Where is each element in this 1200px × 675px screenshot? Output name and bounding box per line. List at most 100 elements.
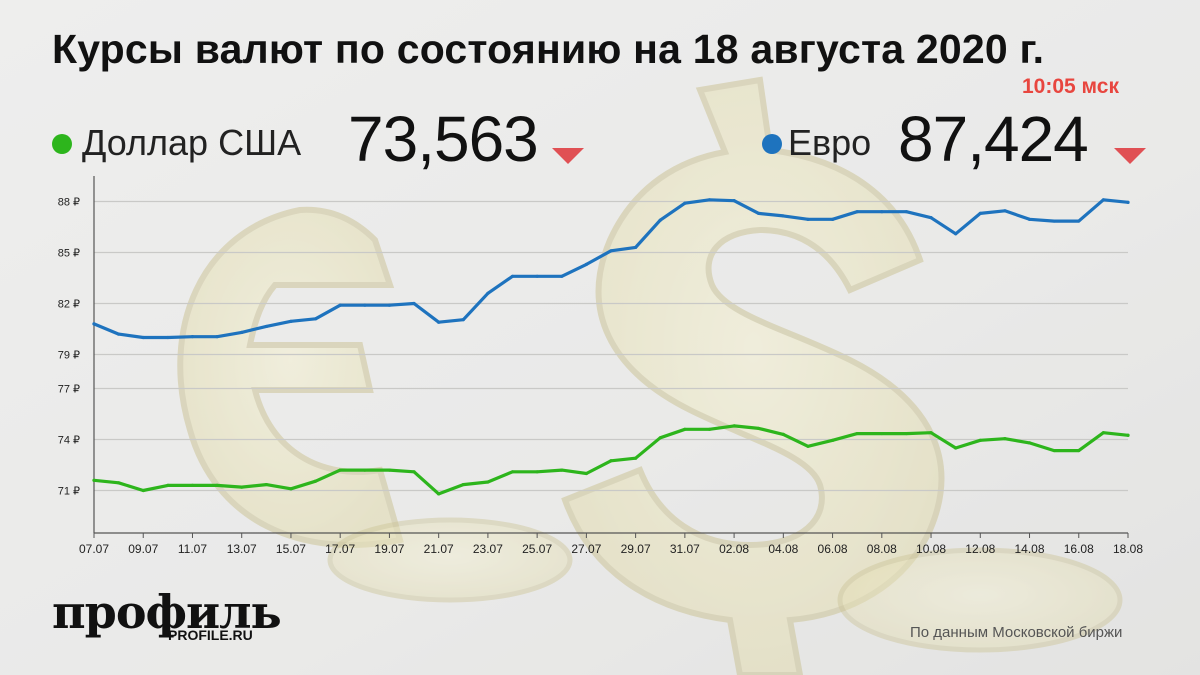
eur-data-point (387, 303, 392, 307)
x-tick-label: 29.07 (621, 542, 651, 556)
eur-data-point (92, 322, 96, 326)
usd-data-point (338, 468, 342, 472)
eur-data-point (363, 303, 367, 307)
eur-data-point (658, 218, 662, 222)
legend-item-eur: Евро 87,424 (762, 102, 1162, 182)
eur-data-point (584, 262, 588, 266)
page-title: Курсы валют по состоянию на 18 августа 2… (52, 26, 1045, 72)
data-source-note: По данным Московской биржи (910, 624, 1123, 641)
usd-data-point (437, 492, 441, 496)
coin-decoration (327, 517, 1123, 653)
usd-data-point (904, 431, 909, 436)
x-tick-label: 13.07 (227, 542, 257, 556)
usd-down-arrow-icon (552, 148, 584, 164)
y-tick-label: 82 ₽ (58, 299, 80, 311)
x-tick-label: 17.07 (325, 542, 355, 556)
x-tick-label: 10.08 (916, 542, 946, 556)
usd-data-point (1101, 431, 1105, 435)
x-tick-label: 06.08 (818, 542, 848, 556)
eur-data-point (929, 216, 933, 220)
x-tick-label: 31.07 (670, 542, 700, 556)
dollar-symbol-decoration (561, 76, 945, 675)
x-tick-label: 11.07 (178, 542, 207, 556)
usd-data-point (510, 470, 515, 474)
usd-data-point (1052, 448, 1056, 453)
usd-data-point (313, 479, 318, 483)
eur-data-point (412, 301, 416, 306)
eur-data-point (313, 317, 318, 321)
eur-data-point (1052, 219, 1056, 223)
eur-data-point (215, 335, 219, 339)
usd-legend-label: Доллар США (82, 122, 302, 163)
usd-data-point (806, 444, 810, 448)
eur-data-point (978, 211, 982, 215)
eur-data-point (166, 335, 170, 340)
usd-data-point (683, 427, 687, 431)
eur-series-line (92, 198, 1130, 340)
eur-data-point (880, 210, 884, 214)
eur-data-point (1101, 198, 1105, 202)
eur-data-point (1027, 217, 1032, 221)
usd-data-point (978, 438, 982, 442)
usd-data-point (1126, 433, 1130, 437)
eur-data-point (264, 324, 268, 329)
profile-logo-url: PROFILE.RU (168, 627, 253, 643)
eur-data-point (461, 318, 465, 322)
usd-data-point (190, 483, 195, 487)
x-tick-label: 14.08 (1015, 542, 1045, 556)
eur-data-point (510, 274, 515, 278)
eur-data-point (683, 201, 687, 205)
usd-data-point (855, 431, 859, 436)
x-tick-label: 07.07 (79, 542, 109, 556)
usd-data-point (166, 483, 170, 487)
usd-data-point (363, 468, 367, 472)
eur-data-point (141, 335, 145, 340)
usd-data-point (264, 482, 268, 487)
eur-data-point (732, 199, 736, 203)
usd-data-point (658, 436, 662, 440)
eur-data-point (486, 291, 490, 295)
x-tick-label: 18.08 (1113, 542, 1143, 556)
eur-data-point (806, 217, 810, 221)
usd-data-point (387, 468, 392, 472)
usd-data-point (486, 480, 490, 484)
y-tick-label: 85 ₽ (58, 248, 80, 260)
eur-data-point (757, 211, 761, 215)
eur-data-point (117, 332, 121, 336)
usd-data-point (757, 426, 761, 431)
eur-data-point (289, 319, 293, 323)
eur-legend-label: Евро (788, 122, 872, 163)
x-tick-label: 15.07 (276, 542, 306, 556)
eur-data-point (338, 303, 342, 307)
y-tick-label: 88 ₽ (58, 197, 80, 209)
eur-data-point (707, 198, 712, 202)
usd-data-point (1077, 448, 1081, 453)
eur-data-point (781, 214, 785, 218)
usd-data-point (929, 431, 933, 435)
x-tick-label: 12.08 (965, 542, 995, 556)
timestamp: 10:05 мск (1022, 75, 1119, 98)
usd-data-point (92, 478, 96, 482)
y-tick-label: 79 ₽ (58, 350, 80, 362)
usd-data-point (535, 470, 539, 474)
eur-data-point (609, 249, 613, 253)
usd-data-point (609, 459, 613, 463)
y-tick-label: 71 ₽ (58, 486, 80, 498)
x-tick-label: 04.08 (768, 542, 798, 556)
x-tick-label: 27.07 (571, 542, 601, 556)
eur-rate-value: 87,424 (898, 103, 1089, 175)
usd-data-point (1027, 441, 1032, 445)
x-tick-label: 08.08 (867, 542, 897, 556)
usd-rate-value: 73,563 (348, 103, 539, 175)
usd-data-point (560, 468, 564, 472)
y-tick-label: 74 ₽ (58, 435, 80, 447)
usd-data-point (584, 471, 588, 476)
eur-legend-dot (762, 134, 782, 154)
y-tick-label: 77 ₽ (58, 384, 80, 396)
eur-data-point (855, 210, 859, 214)
eur-down-arrow-icon (1114, 148, 1146, 164)
eur-data-point (1077, 219, 1081, 223)
legend-item-usd: Доллар США 73,563 (52, 102, 592, 182)
